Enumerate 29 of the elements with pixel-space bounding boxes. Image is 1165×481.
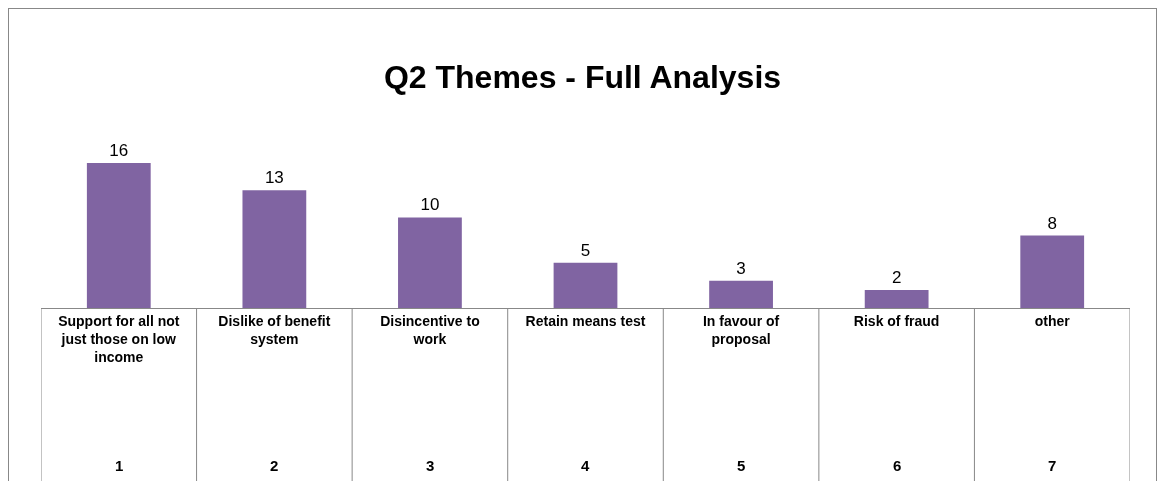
chart-title: Q2 Themes - Full Analysis xyxy=(383,59,782,96)
bar xyxy=(398,217,462,308)
text: 4 xyxy=(581,457,590,474)
data-label: 16 xyxy=(109,141,129,160)
bar xyxy=(709,280,773,308)
data-label: 5 xyxy=(580,240,591,260)
text: 5 xyxy=(737,457,746,474)
text: 1 xyxy=(115,457,124,474)
x-tick-label: In favour of proposal xyxy=(702,312,780,347)
text: 2 xyxy=(270,457,279,474)
x-tick-label: Risk of fraud xyxy=(853,312,940,329)
bar xyxy=(86,163,151,308)
data-label: 8 xyxy=(1047,213,1057,233)
data-label: 2 xyxy=(891,267,902,287)
bar xyxy=(864,289,929,308)
x-tick-label: other xyxy=(1034,312,1071,329)
data-label: 3 xyxy=(736,258,746,278)
text: 7 xyxy=(1048,457,1057,474)
x-tick-label: Support for all not just those on low income xyxy=(58,312,180,366)
x-tick-label: Disincentive to work xyxy=(380,312,480,347)
data-label: 13 xyxy=(264,168,284,188)
bar xyxy=(1020,235,1085,308)
x-tick-label: Dislike of benefit system xyxy=(218,312,331,347)
text: 3 xyxy=(426,457,435,474)
bar xyxy=(553,262,618,308)
bar xyxy=(242,190,307,308)
x-tick-label: Retain means test xyxy=(525,312,646,329)
data-label: 10 xyxy=(420,195,440,215)
text: 6 xyxy=(893,457,902,474)
